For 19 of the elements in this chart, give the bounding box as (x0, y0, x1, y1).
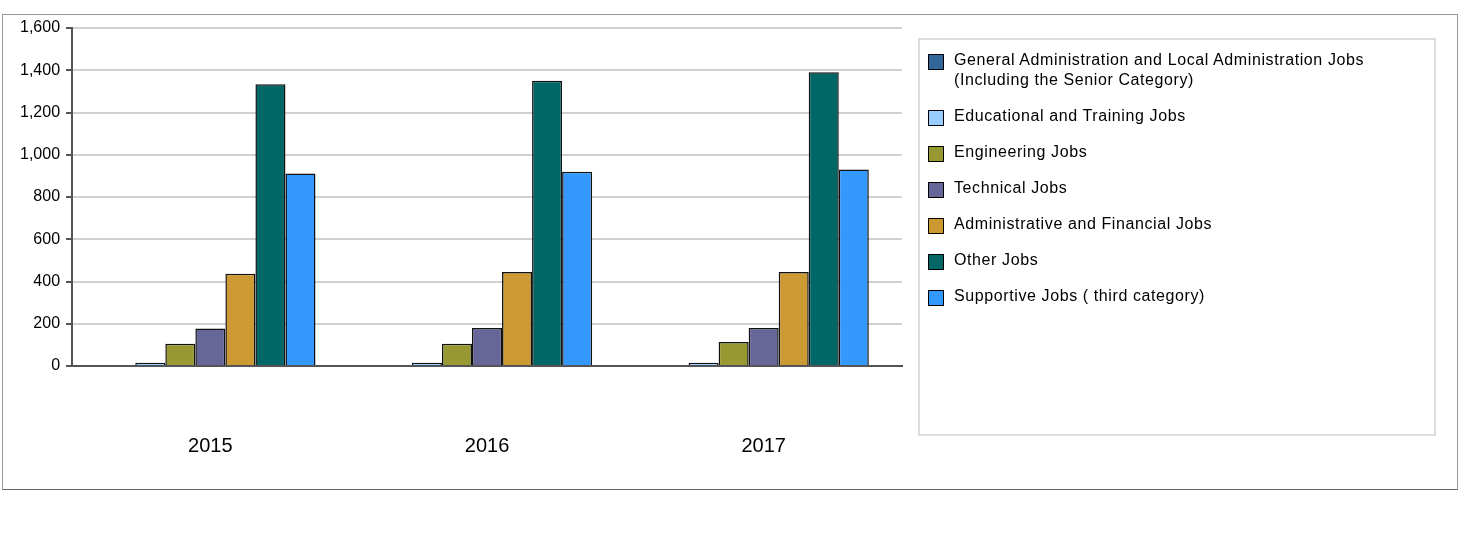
y-tick-label: 0 (51, 356, 61, 374)
x-tick-label: 2015 (188, 433, 233, 456)
legend-label: Educational and Training Jobs (954, 106, 1186, 126)
x-tick-label: 2017 (741, 433, 786, 456)
x-tick-label: 2016 (464, 433, 510, 456)
legend-label: Other Jobs (954, 250, 1039, 270)
y-tick-label: 1,400 (19, 60, 61, 78)
legend-label: Supportive Jobs ( third category) (954, 286, 1206, 306)
y-tick-label: 800 (33, 187, 61, 205)
y-tick-label: 200 (33, 314, 61, 332)
y-tick-label: 1,200 (19, 102, 61, 120)
legend-label: Administrative and Financial Jobs (954, 214, 1213, 234)
legend-label: General Administration and Local Administration Jobs (Including the Senior Category) (954, 50, 1366, 90)
y-tick-label: 1,000 (19, 145, 61, 163)
y-tick-label: 400 (33, 271, 61, 289)
legend-label: Technical Jobs (954, 178, 1068, 198)
y-tick-label: 1,600 (19, 18, 61, 36)
legend-label: Engineering Jobs (954, 142, 1088, 162)
y-tick-label: 600 (33, 229, 61, 247)
